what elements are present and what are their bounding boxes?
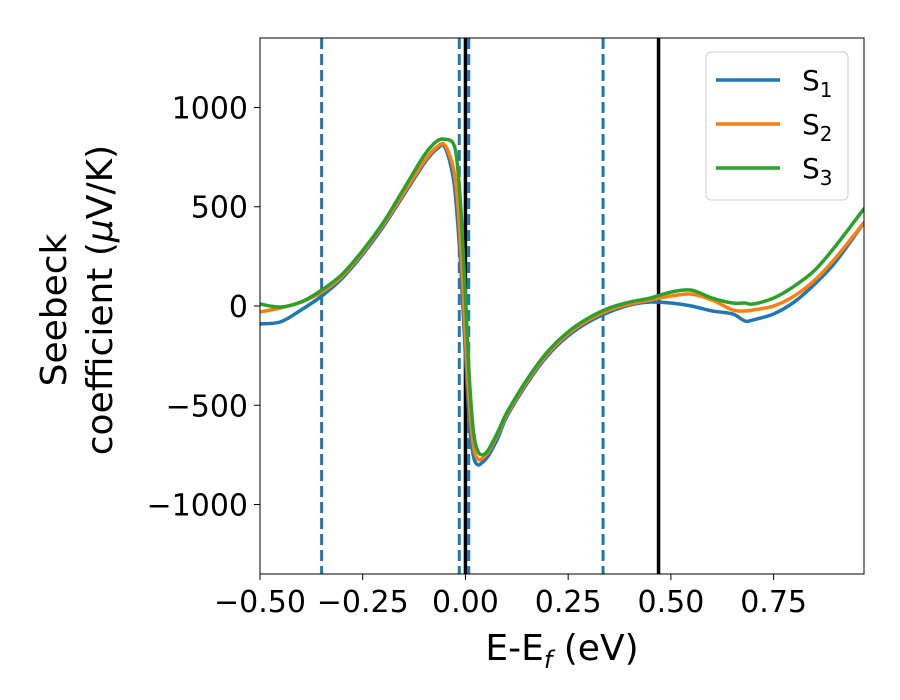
y-tick-label: −1000	[147, 489, 248, 524]
x-tick-label: 0.50	[637, 585, 704, 620]
y-axis-label: Seebeck coefficient (μV/K)	[34, 145, 121, 455]
legend-frame	[705, 51, 849, 201]
x-tick-label: 0.75	[740, 585, 807, 620]
y-tick-label: −500	[166, 389, 248, 424]
y-axis-label-line1: Seebeck	[34, 233, 75, 386]
x-tick-label: −0.25	[317, 585, 409, 620]
y-tick-label: 0	[229, 290, 248, 325]
legend-label-s2: S2	[802, 108, 833, 146]
x-axis-ticks: −0.50 −0.25 0.00 0.25 0.50 0.75	[214, 574, 807, 620]
x-tick-label: 0.00	[432, 585, 499, 620]
y-axis-label-line2: coefficient (μV/K)	[80, 145, 121, 455]
y-tick-label: 500	[191, 191, 248, 226]
series-group	[260, 137, 864, 467]
x-axis-label: E-Ef (eV)	[485, 628, 638, 674]
y-axis-ticks: −1000 −500 0 500 1000	[147, 91, 260, 524]
legend-label-s1: S1	[802, 64, 833, 102]
legend-label-s3: S3	[802, 152, 833, 190]
x-tick-label: −0.50	[214, 585, 306, 620]
x-tick-label: 0.25	[535, 585, 602, 620]
y-tick-label: 1000	[172, 91, 248, 126]
series-line-s3	[260, 137, 864, 457]
reference-lines	[320, 38, 661, 574]
legend: S1 S2 S3	[705, 51, 849, 201]
